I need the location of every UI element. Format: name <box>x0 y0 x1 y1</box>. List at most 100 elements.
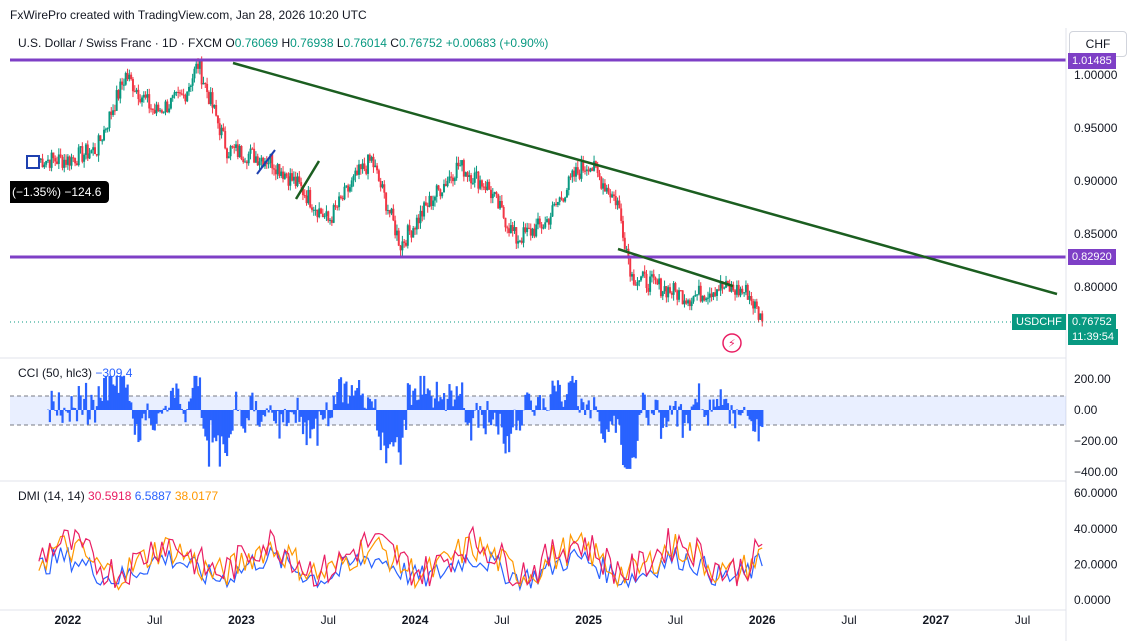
cci-bar <box>79 395 82 410</box>
candle-body <box>244 161 247 163</box>
dmi-axis[interactable]: 60.0000 40.0000 20.0000 0.0000 <box>1074 486 1118 607</box>
cci-bar <box>495 410 498 427</box>
candle-body <box>198 60 201 69</box>
candle-body <box>75 163 78 166</box>
candle-body <box>112 110 115 115</box>
cci-bar <box>455 386 458 410</box>
cci-bar <box>283 408 287 410</box>
candle-body <box>314 209 317 211</box>
symbol-legend: U.S. Dollar / Swiss Franc · 1D · FXCM O0… <box>18 36 548 50</box>
candle-body <box>703 295 706 301</box>
cci-bar <box>636 410 639 441</box>
cci-bar <box>625 410 628 469</box>
candle-body <box>515 227 518 244</box>
price-axis[interactable]: 1.00000 0.95000 0.90000 0.85000 0.80000 <box>1074 68 1118 294</box>
cci-bar <box>497 410 500 435</box>
candle-body <box>83 154 86 162</box>
cci-bar <box>142 410 146 414</box>
cci-bar <box>620 410 623 445</box>
cci-bar <box>280 410 283 415</box>
candle-body <box>676 290 679 300</box>
cci-bar <box>171 387 174 410</box>
candle-body <box>61 156 64 168</box>
cci-bar <box>647 410 650 426</box>
cci-bar <box>658 410 661 413</box>
cci-bar <box>399 410 402 465</box>
cci-bar <box>716 398 719 410</box>
candle-body <box>153 109 156 114</box>
candle-body <box>310 207 313 210</box>
time-tick-label: Jul <box>1015 613 1030 627</box>
cci-bar <box>640 410 643 414</box>
cci-bar <box>452 406 455 410</box>
candle-body <box>696 294 699 296</box>
candle-body <box>202 82 205 85</box>
candle-body <box>475 171 478 173</box>
cci-bar <box>350 385 353 410</box>
candle-body <box>623 237 626 249</box>
candle-body <box>634 284 637 286</box>
small-trendline-2[interactable] <box>294 160 321 200</box>
candle-body <box>489 189 492 199</box>
cci-bar <box>191 387 194 410</box>
support-level-tag: 0.82920 <box>1068 249 1116 265</box>
time-axis[interactable]: 2022 Jul 2023 Jul 2024 Jul 2025 Jul 2026 Jul 2027 J… <box>55 613 1031 627</box>
candle-body <box>321 213 324 218</box>
candle-body <box>285 173 288 177</box>
time-tick-label: Jul <box>147 613 162 627</box>
cci-bar <box>63 407 66 410</box>
candle-body <box>63 159 66 168</box>
small-trendline-1[interactable] <box>256 149 276 175</box>
cci-bar <box>188 401 191 410</box>
candle-body <box>571 170 574 177</box>
cci-bar <box>269 405 272 410</box>
cci-axis[interactable]: 200.00 0.00 −200.00 −400.00 <box>1074 372 1118 479</box>
cci-bar <box>339 377 343 410</box>
candle-body <box>121 81 124 85</box>
cci-bar <box>359 395 362 410</box>
main-trendline[interactable] <box>232 61 1058 296</box>
candle-body <box>292 176 295 181</box>
candle-body <box>160 110 163 113</box>
high-value: 0.76938 <box>290 36 334 50</box>
cci-bar <box>502 410 505 444</box>
cci-bar <box>424 394 428 410</box>
candle-body <box>551 205 554 217</box>
cci-bar <box>70 396 73 410</box>
cci-bar <box>377 410 381 437</box>
cci-bar <box>262 410 265 415</box>
cci-bar <box>584 410 587 416</box>
candle-body <box>603 183 606 192</box>
cci-bar <box>388 410 391 445</box>
candle-body <box>531 228 534 236</box>
cci-bar <box>256 410 259 426</box>
cci-bar <box>361 393 364 410</box>
candle-body <box>323 216 326 218</box>
time-tick-label: 2022 <box>55 613 82 627</box>
candle-body <box>104 129 107 131</box>
candle-body <box>171 95 174 99</box>
high-label: H <box>281 36 291 50</box>
candle-body <box>717 289 720 291</box>
candle-body <box>752 301 755 309</box>
cci-bar <box>654 399 657 410</box>
candle-body <box>178 92 181 94</box>
cci-bar <box>104 375 108 410</box>
candle-body <box>128 74 131 80</box>
cci-bar <box>508 410 511 453</box>
candle-body <box>289 173 292 186</box>
cci-bar <box>327 410 330 427</box>
cci-bar <box>641 392 645 410</box>
candle-body <box>517 241 520 244</box>
currency-button[interactable]: CHF <box>1069 31 1127 57</box>
cci-bar <box>475 402 478 410</box>
candle-body <box>739 288 742 296</box>
cci-bar <box>466 410 469 425</box>
short-trendline[interactable] <box>617 247 734 288</box>
candle-body <box>216 115 219 124</box>
candle-body <box>148 94 151 109</box>
candle-body <box>240 145 243 160</box>
alert-icon[interactable] <box>722 333 742 353</box>
cci-bar <box>379 410 382 451</box>
